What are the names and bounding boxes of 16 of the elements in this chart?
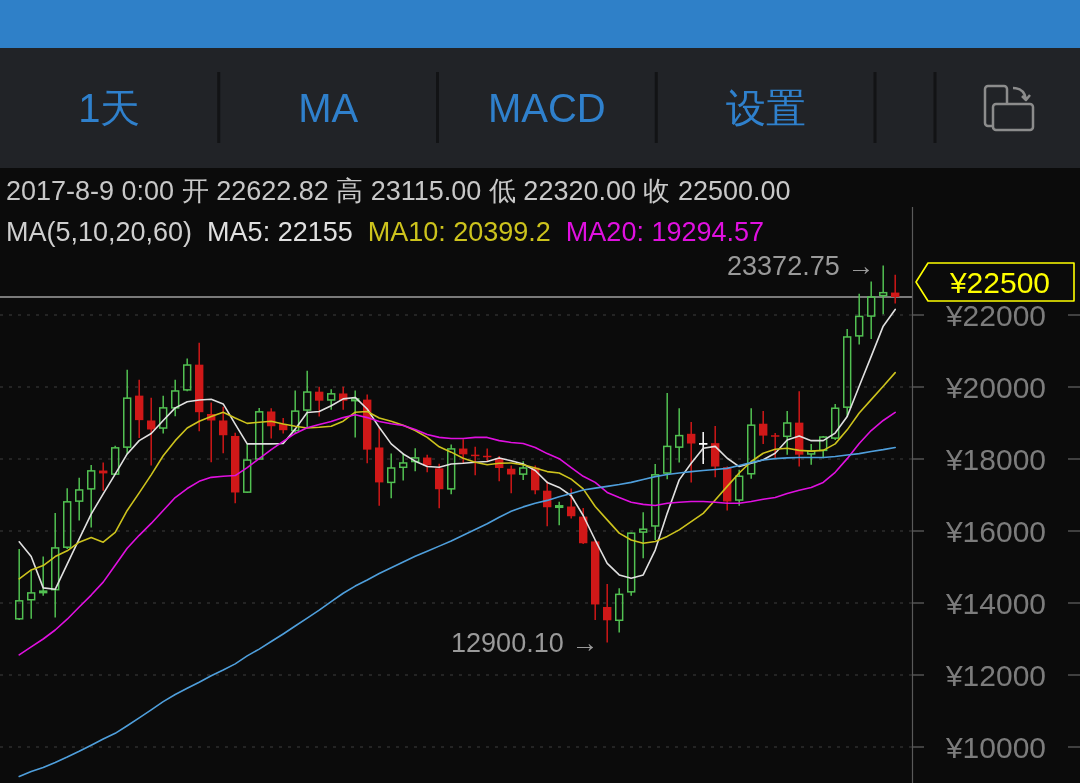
annotation: 12900.10 →	[451, 627, 599, 658]
annotation: 23372.75 →	[727, 250, 875, 281]
y-tick-label: ¥18000	[944, 442, 1047, 476]
y-tick-label: ¥14000	[944, 586, 1047, 620]
legend: MA(5,10,20,60) MA5: 22155 MA10: 20399.2 MA20: 19294.57	[6, 217, 764, 247]
ref-line-label: ¥22500	[948, 265, 1051, 299]
y-tick-label: ¥20000	[944, 370, 1047, 404]
text: MACD	[487, 86, 606, 130]
y-tick-label: ¥12000	[944, 658, 1047, 692]
ref-line-label: ¥22500	[915, 262, 1075, 302]
text: MA	[298, 86, 359, 130]
y-tick-label: ¥16000	[944, 514, 1047, 548]
y-tick-label: ¥10000	[944, 730, 1047, 764]
text: 设置	[725, 86, 806, 130]
text: 2017-8-9 0:00 开 22622.82 高 23115.00 低 22320.00 收 22500.00	[6, 176, 791, 206]
text: 1天	[78, 86, 141, 130]
